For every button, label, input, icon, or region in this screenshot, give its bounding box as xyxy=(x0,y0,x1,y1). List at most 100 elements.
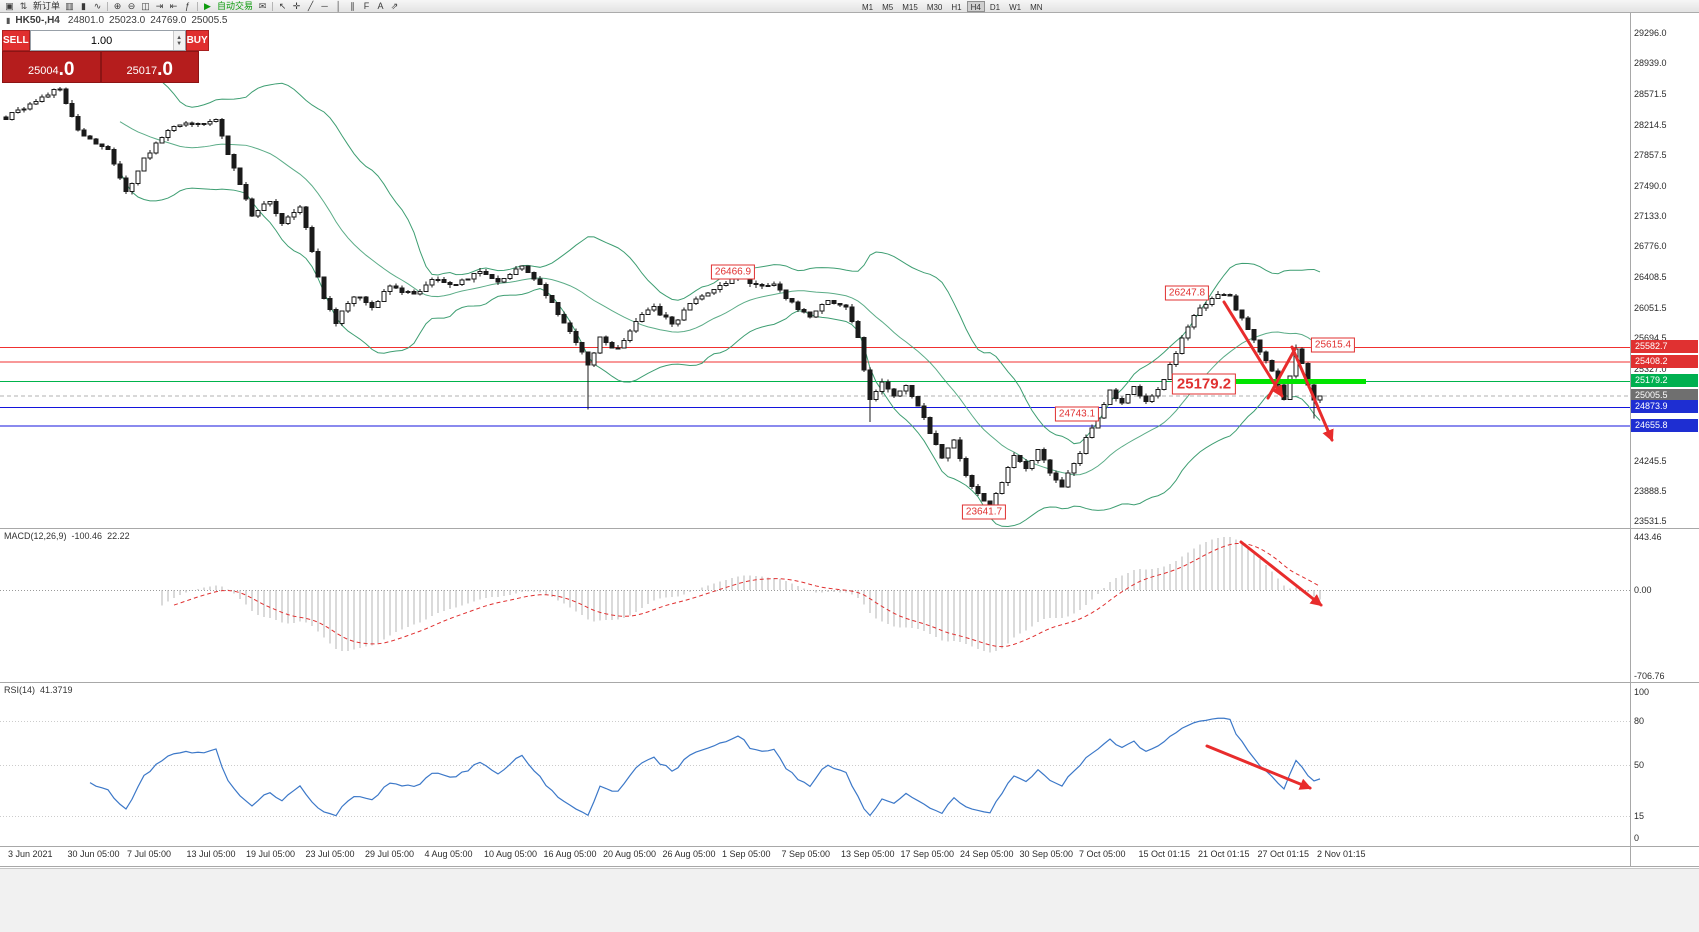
price-annotation[interactable]: 23641.7 xyxy=(961,504,1007,520)
chart-shift-icon[interactable]: ⇤ xyxy=(169,0,178,11)
tile-windows-icon[interactable]: ◫ xyxy=(141,0,150,11)
ohlc-close: 25005.5 xyxy=(191,15,228,26)
channel-icon[interactable]: ∥ xyxy=(350,0,355,11)
time-axis-label: 24 Sep 05:00 xyxy=(960,849,1014,859)
volume-field: ▲ ▼ xyxy=(29,30,186,51)
time-axis-label: 7 Sep 05:00 xyxy=(781,849,831,859)
chart-line-icon[interactable]: ∿ xyxy=(93,0,102,11)
price-axis-label: 23888.5 xyxy=(1634,485,1667,496)
trend-arrow xyxy=(1290,345,1334,442)
rsi-indicator-label: RSI(14) 41.3719 xyxy=(4,685,73,695)
time-axis-label: 23 Jul 05:00 xyxy=(305,849,355,859)
toolbar-separator xyxy=(197,1,199,11)
sell-button[interactable]: SELL xyxy=(2,30,30,51)
time-axis-label: 3 Jun 2021 xyxy=(8,849,53,859)
chart-symbol-icon: ▮ xyxy=(6,16,11,25)
volume-down-button[interactable]: ▼ xyxy=(176,40,183,47)
text-icon[interactable]: A xyxy=(377,0,384,11)
price-annotation[interactable]: 24743.1 xyxy=(1054,406,1100,422)
macd-signal-value: 22.22 xyxy=(107,531,130,541)
volume-input[interactable] xyxy=(30,31,173,50)
time-axis-label: 21 Oct 01:15 xyxy=(1198,849,1250,859)
price-axis-highlight-label: 25582.7 xyxy=(1631,340,1698,354)
indicators-icon[interactable]: ƒ xyxy=(185,0,191,11)
trend-arrow xyxy=(1239,540,1323,607)
autotrading-label[interactable]: 自动交易 xyxy=(217,0,254,11)
new-order-icon[interactable]: ⇅ xyxy=(19,0,28,11)
price-axis-highlight-label: 24655.8 xyxy=(1631,418,1698,432)
horizontal-lines-layer[interactable] xyxy=(0,346,1630,427)
arrow-tool-icon[interactable]: ⇗ xyxy=(390,0,399,11)
zoom-in-icon[interactable]: ⊕ xyxy=(113,0,122,11)
time-axis-label: 26 Aug 05:00 xyxy=(662,849,716,859)
volume-up-button[interactable]: ▲ xyxy=(176,34,183,41)
trendline-icon[interactable]: ╱ xyxy=(307,0,314,11)
time-axis-label: 13 Sep 05:00 xyxy=(841,849,895,859)
autotrading-icon[interactable]: ▶ xyxy=(204,0,211,11)
price-annotation[interactable]: 25615.4 xyxy=(1310,337,1356,353)
vline-icon[interactable]: │ xyxy=(335,0,342,11)
fibonacci-icon[interactable]: F xyxy=(363,0,370,11)
trend-arrow xyxy=(1222,300,1284,398)
mail-icon[interactable]: ✉ xyxy=(258,0,267,11)
cursor-icon[interactable]: ↖ xyxy=(278,0,287,11)
timeframe-button-m30[interactable]: M30 xyxy=(926,3,943,12)
rsi-axis-label: 0 xyxy=(1634,833,1640,843)
price-axis-label: 26776.0 xyxy=(1634,241,1667,252)
thick-green-level-segment[interactable] xyxy=(1207,378,1366,384)
buy-price-button[interactable]: 25017.0 xyxy=(100,51,199,83)
time-axis-label: 15 Oct 01:15 xyxy=(1138,849,1191,859)
time-axis-label: 2 Nov 01:15 xyxy=(1317,849,1366,859)
ohlc-open: 24801.0 xyxy=(67,15,105,26)
chart-ohlc-header: ▮ HK50-,H4 24801.0 25023.0 24769.0 25005.5 xyxy=(6,15,233,26)
candles-layer xyxy=(3,86,1323,512)
macd-axis-label: -706.76 xyxy=(1634,671,1665,681)
time-axis-label: 1 Sep 05:00 xyxy=(722,849,771,859)
sell-price-button[interactable]: 25004.0 xyxy=(2,51,101,83)
macd-indicator-label: MACD(12,26,9) -100.46 22.22 xyxy=(4,531,130,541)
sell-price-main: 25004 xyxy=(28,65,59,77)
window-icon[interactable]: ▣ xyxy=(5,0,14,11)
rsi-axis-label: 50 xyxy=(1634,760,1645,770)
trend-arrows-layer[interactable] xyxy=(1205,300,1334,790)
autoscroll-icon[interactable]: ⇥ xyxy=(155,0,164,11)
toolbar-separator xyxy=(107,1,109,11)
timeframe-button-d1[interactable]: D1 xyxy=(989,3,1001,12)
zoom-out-icon[interactable]: ⊖ xyxy=(127,0,136,11)
price-axis-label: 29296.0 xyxy=(1634,28,1667,38)
price-axis-label: 28939.0 xyxy=(1634,58,1667,69)
chart-bar-icon[interactable]: ▥ xyxy=(65,0,74,11)
timeframe-button-m5[interactable]: M5 xyxy=(882,3,894,12)
time-axis-label: 16 Aug 05:00 xyxy=(543,849,597,859)
bollinger-bands-layer xyxy=(119,65,1321,527)
price-axis-label: 27133.0 xyxy=(1634,211,1667,222)
sell-price-frac: .0 xyxy=(58,59,75,80)
rsi-line xyxy=(89,717,1321,817)
timeframe-button-m1[interactable]: M1 xyxy=(862,3,874,12)
price-axis-label: 26408.5 xyxy=(1634,272,1667,283)
price-annotation[interactable]: 26466.9 xyxy=(710,264,756,280)
trend-arrow xyxy=(1266,347,1297,400)
buy-button[interactable]: BUY xyxy=(185,30,209,51)
rsi-value: 41.3719 xyxy=(40,685,73,695)
new-order-label[interactable]: 新订单 xyxy=(33,0,61,11)
timeframe-button-mn[interactable]: MN xyxy=(1030,3,1043,12)
bollinger-middle-band xyxy=(119,121,1321,476)
price-axis-label: 25327.0 xyxy=(1634,363,1667,374)
hline-icon[interactable]: ─ xyxy=(321,0,328,11)
price-annotation[interactable]: 26247.8 xyxy=(1164,285,1210,301)
crosshair-icon[interactable]: ✛ xyxy=(292,0,301,11)
timeframe-button-h1[interactable]: H1 xyxy=(951,3,962,12)
price-axis-label: 24245.5 xyxy=(1634,455,1667,466)
timeframe-button-h4[interactable]: H4 xyxy=(966,1,985,12)
macd-signal-line xyxy=(173,542,1321,648)
timeframe-button-m15[interactable]: M15 xyxy=(902,3,918,12)
volume-spinner: ▲ ▼ xyxy=(172,31,185,50)
macd-axis-label: 0.00 xyxy=(1634,585,1652,595)
price-annotation[interactable]: 25179.2 xyxy=(1171,373,1237,395)
time-axis-label: 7 Oct 05:00 xyxy=(1079,849,1126,859)
timeframe-button-w1[interactable]: W1 xyxy=(1009,3,1022,12)
chart-candle-icon[interactable]: ▮ xyxy=(81,0,86,11)
rsi-axis-label: 80 xyxy=(1634,716,1645,727)
